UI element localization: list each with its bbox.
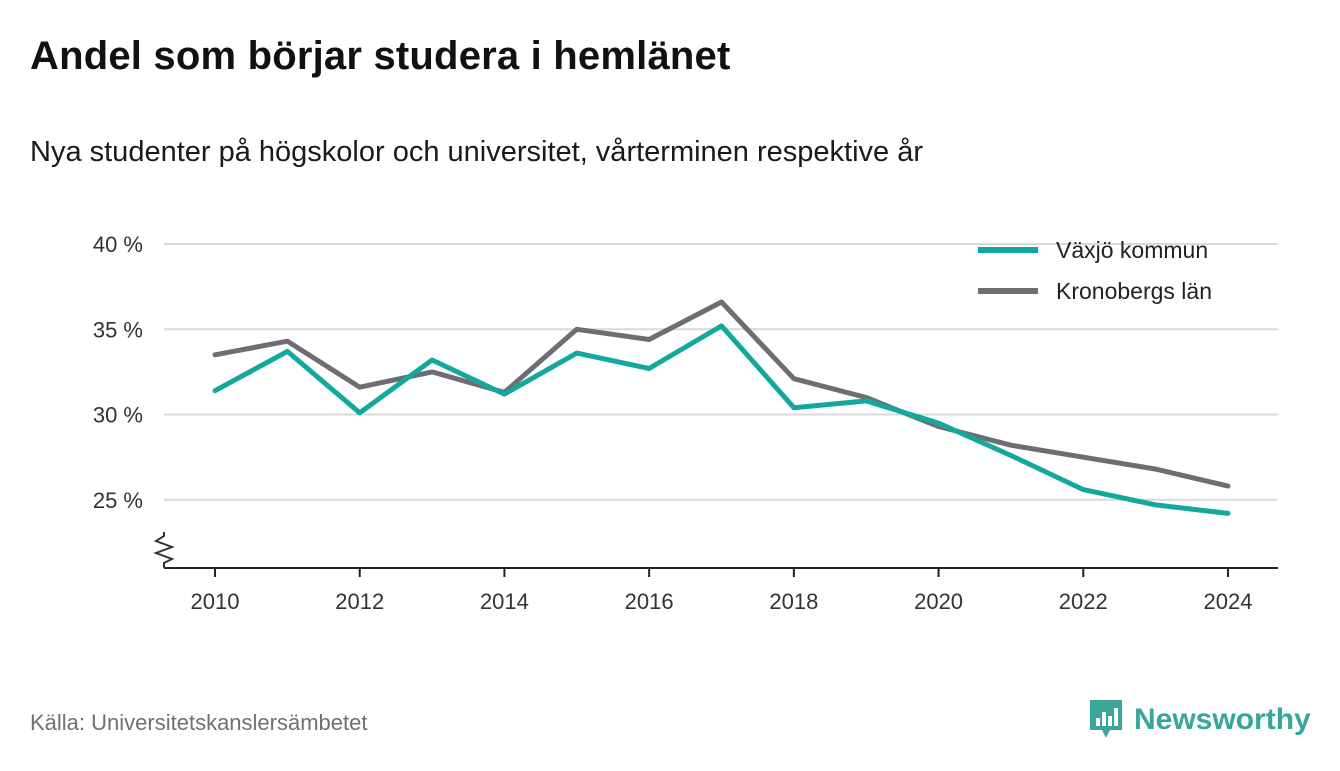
x-tick-label: 2020 <box>914 589 963 614</box>
x-tick-label: 2016 <box>625 589 674 614</box>
axes: 25 % 30 % 35 % 40 % 2010 2012 2014 2016 2018 2020… <box>93 232 1278 614</box>
newsworthy-logo-icon <box>1090 700 1122 738</box>
axis-break-icon <box>153 532 175 568</box>
series-lines <box>212 299 1231 516</box>
y-tick-label: 30 % <box>93 403 143 428</box>
x-tick-label: 2010 <box>191 589 240 614</box>
line-chart: 25 % 30 % 35 % 40 % 2010 2012 2014 2016 2018 2020… <box>93 232 1278 614</box>
chart-title: Andel som börjar studera i hemlänet <box>30 34 731 78</box>
x-tick-label: 2024 <box>1204 589 1253 614</box>
chart-subtitle: Nya studenter på högskolor och universit… <box>30 136 923 168</box>
brand-name: Newsworthy <box>1134 703 1311 736</box>
y-tick-label: 40 % <box>93 232 143 257</box>
grid-lines <box>164 243 1278 501</box>
series-line <box>212 299 1231 489</box>
source-note: Källa: Universitetskanslersämbetet <box>30 710 368 735</box>
legend: Växjö kommun Kronobergs län <box>978 237 1212 304</box>
brand-logo[interactable]: Newsworthy <box>1088 698 1311 742</box>
x-tick-label: 2018 <box>769 589 818 614</box>
legend-label: Kronobergs län <box>1056 278 1212 304</box>
legend-label: Växjö kommun <box>1056 237 1208 263</box>
x-tick-label: 2012 <box>335 589 384 614</box>
series-line <box>212 323 1231 516</box>
x-tick-label: 2022 <box>1059 589 1108 614</box>
y-tick-label: 35 % <box>93 317 143 342</box>
y-tick-label: 25 % <box>93 488 143 513</box>
x-tick-label: 2014 <box>480 589 529 614</box>
